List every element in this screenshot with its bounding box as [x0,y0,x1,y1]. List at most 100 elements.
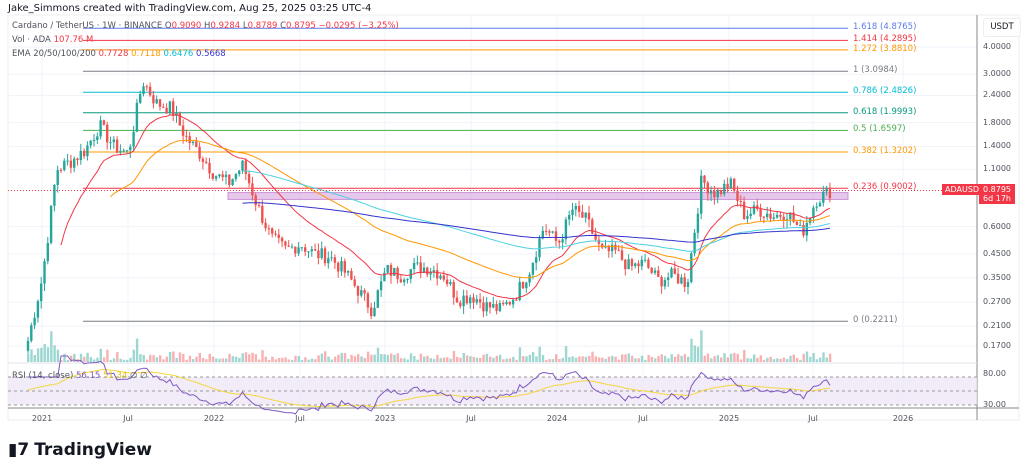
volume-bar [168,352,172,362]
candle-body [115,139,119,153]
candle-body [663,280,667,287]
volume-bar [828,353,832,362]
volume-bar [129,357,132,362]
candle-body [376,290,379,308]
volume-bar [700,330,703,362]
candle-body [795,221,799,226]
volume-bar [795,357,799,362]
close-label: C [280,21,287,31]
volume-bar [426,355,429,362]
candle-body [409,269,412,279]
volume-bar [736,353,739,362]
volume-bar [142,354,145,362]
candle-body [792,212,795,222]
volume-bar [366,351,370,362]
candle-body [455,297,459,303]
price-tick: 1.1000 [983,164,1011,174]
volume-bar [703,355,706,362]
candle-body [277,234,280,238]
candle-body [49,205,53,243]
candle-body [198,146,201,159]
candle-body [660,276,663,287]
candle-body [643,259,647,261]
candle-body [657,270,660,277]
candle-body [96,136,99,141]
candle-body [696,213,700,233]
candle-body [119,150,122,153]
price-tick: 1.8000 [983,117,1011,127]
candle-body [442,275,445,280]
volume-bar [644,359,647,362]
volume-bar [634,358,637,362]
volume-bar [432,359,436,362]
volume-bar [337,354,340,362]
candle-body [234,174,238,180]
candle-body [802,224,805,236]
volume-bar [330,359,333,362]
volume-bar [86,352,89,362]
volume-bar [789,355,792,362]
candle-body [617,249,620,251]
candle-body [188,136,191,144]
fib-label: 0 (0.2211) [853,315,898,326]
volume-bar [50,331,53,362]
candle-body [422,267,426,273]
volume-legend: Vol · ADA 107.76 M [12,35,93,45]
candle-body [241,160,244,171]
candle-body [749,213,752,217]
volume-bar [759,355,762,362]
candle-body [122,150,125,152]
volume-bar [211,356,215,362]
candle-body [162,106,165,108]
candle-body [462,295,465,307]
volume-bar [109,359,112,362]
time-tick: 2022 [203,414,225,423]
volume-bar [264,356,267,362]
volume-bar [284,357,287,362]
volume-bar [357,354,360,362]
price-tick: 4.0000 [983,42,1011,52]
volume-bar [696,346,700,362]
candle-body [521,281,525,289]
volume-bar [406,359,409,362]
candle-body [508,301,511,305]
volume-bar [584,356,588,362]
candle-body [779,214,782,217]
volume-bar [482,354,485,362]
price-tick: 0.2100 [983,321,1011,331]
volume-bar [802,353,805,362]
high-label: H [204,21,211,31]
rsi-tick: 30.00 [983,400,1006,409]
candle-body [812,207,815,218]
volume-bar [396,353,399,362]
volume-bar [423,356,426,362]
volume-bar [258,359,261,362]
candle-body [429,271,432,275]
rsi-label: RSI (14, close) [12,371,74,381]
currency-unit-button[interactable]: USDT [983,18,1021,37]
candle-body [370,307,373,317]
volume-bar [720,357,723,362]
volume-bar [792,354,795,362]
candle-body [601,243,604,248]
volume-bar [469,356,472,362]
candle-body [106,124,109,143]
volume-bar [333,356,337,362]
volume-bar [373,354,376,362]
candle-body [482,302,485,312]
volume-bar [512,356,515,362]
candle-body [280,237,284,242]
volume-bar [307,359,310,362]
candle-body [449,282,452,285]
volume-bar [502,359,505,362]
volume-bar [654,358,657,362]
candle-body [667,277,670,281]
volume-bar [300,359,304,362]
tradingview-logo[interactable]: ▮7 TradingView [8,440,152,460]
volume-bar [46,347,50,362]
volume-bar [617,359,621,362]
ema50-value: 0.7118 [131,49,161,59]
volume-bar [281,357,284,362]
ema20-value: 0.7728 [98,49,129,59]
